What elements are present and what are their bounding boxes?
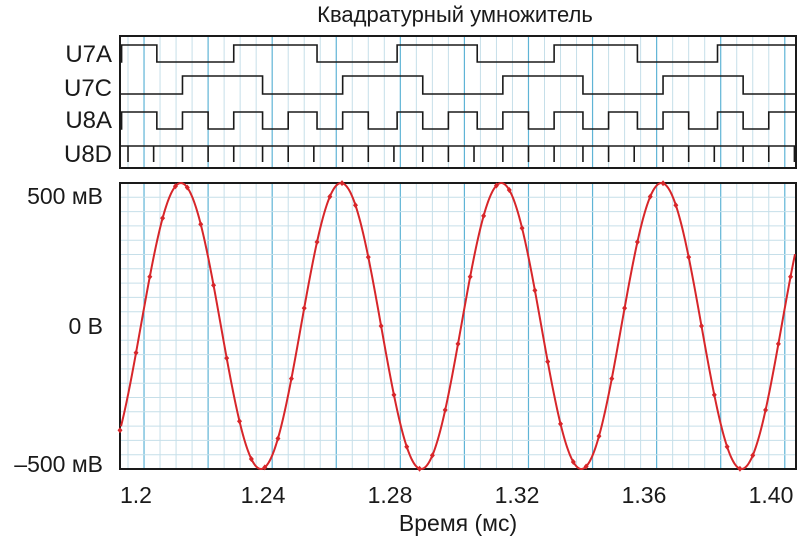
sample-marker xyxy=(750,452,756,459)
sample-marker xyxy=(339,180,345,187)
sample-marker xyxy=(481,212,487,219)
sample-marker xyxy=(133,349,139,356)
sample-marker xyxy=(622,305,628,312)
sample-marker xyxy=(455,340,461,347)
sample-marker xyxy=(558,420,564,427)
sample-marker xyxy=(301,305,307,312)
x-tick-label-5: 1.36 xyxy=(622,482,667,508)
sample-marker xyxy=(660,180,666,187)
sample-marker xyxy=(262,464,268,471)
sample-marker xyxy=(224,355,230,362)
sample-marker xyxy=(519,225,525,232)
sample-marker xyxy=(314,238,320,245)
sample-marker xyxy=(609,375,615,382)
sample-marker xyxy=(647,193,653,200)
sample-marker xyxy=(237,418,243,425)
sample-marker xyxy=(184,184,190,191)
sample-marker xyxy=(737,465,743,472)
sample-marker xyxy=(724,443,730,450)
sample-marker xyxy=(570,459,576,466)
x-axis-label: Время (мс) xyxy=(399,510,517,536)
sample-marker xyxy=(596,433,602,440)
sample-marker xyxy=(147,273,153,280)
sample-marker xyxy=(763,407,769,414)
sample-marker xyxy=(172,183,178,190)
signal-label-u7c: U7C xyxy=(64,75,112,102)
signal-label-u8d: U8D xyxy=(64,141,112,168)
y-tick-label-top: 500 мВ xyxy=(27,183,103,209)
sample-marker xyxy=(698,323,704,329)
sample-marker xyxy=(429,452,435,459)
analog-waveform xyxy=(117,180,796,472)
digital-traces xyxy=(120,44,797,162)
sample-marker xyxy=(583,463,589,470)
sample-marker xyxy=(634,238,640,245)
sample-marker xyxy=(391,391,397,398)
signal-label-u8a: U8A xyxy=(65,107,112,134)
x-tick-label-6: 1.40 xyxy=(749,482,794,508)
analog-panel-frame xyxy=(119,182,797,470)
sample-marker xyxy=(545,358,551,365)
chart-title: Квадратурный умножитель xyxy=(317,2,593,27)
sample-marker xyxy=(788,273,794,280)
sample-marker xyxy=(288,375,294,382)
x-tick-label-1: 1.2 xyxy=(120,482,152,508)
sample-marker xyxy=(775,340,781,347)
sample-marker xyxy=(442,407,448,414)
sample-marker xyxy=(532,287,538,294)
sample-marker xyxy=(117,427,123,434)
sample-marker xyxy=(352,202,358,209)
sample-marker xyxy=(275,435,281,442)
sample-marker xyxy=(365,254,371,261)
sample-marker xyxy=(160,215,166,222)
sample-marker xyxy=(378,323,384,329)
sample-marker xyxy=(467,273,473,280)
x-tick-label-2: 1.24 xyxy=(241,482,286,508)
signal-label-u7a: U7A xyxy=(65,41,112,68)
sample-marker xyxy=(198,221,204,228)
analog-panel-grid xyxy=(120,184,796,468)
sample-marker xyxy=(711,391,717,398)
sample-marker xyxy=(493,182,499,189)
sample-marker xyxy=(686,254,692,261)
sample-marker xyxy=(248,455,254,462)
u8a-trace xyxy=(120,111,797,130)
sample-marker xyxy=(211,282,217,289)
sample-marker xyxy=(673,202,679,209)
x-tick-label-4: 1.32 xyxy=(495,482,540,508)
y-tick-label-zero: 0 В xyxy=(68,313,103,339)
sample-marker xyxy=(506,186,512,193)
digital-panel-frame xyxy=(119,35,797,169)
u7a-trace xyxy=(120,44,797,63)
u7c-trace xyxy=(120,75,796,95)
digital-panel-grid xyxy=(127,37,786,167)
y-tick-label-bottom: –500 мВ xyxy=(14,451,103,477)
sample-marker xyxy=(404,443,410,450)
sample-marker xyxy=(417,465,423,472)
x-tick-label-3: 1.28 xyxy=(368,482,413,508)
sample-marker xyxy=(327,193,333,200)
